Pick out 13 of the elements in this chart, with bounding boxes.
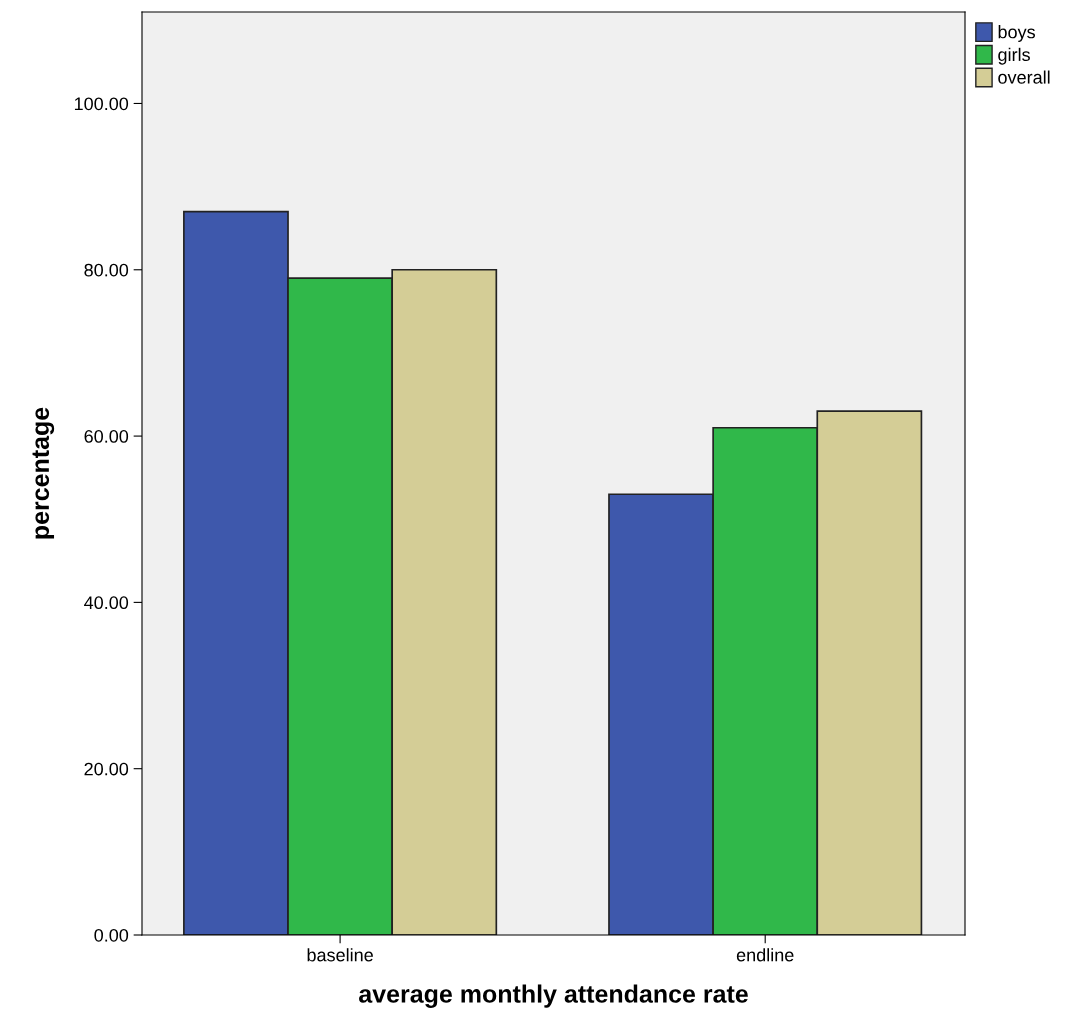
- y-axis-title: percentage: [32, 407, 55, 539]
- y-tick-label: 40.00: [84, 596, 129, 610]
- legend-label: girls: [998, 47, 1030, 65]
- x-tick-label: endline: [736, 948, 794, 962]
- y-tick-label: 80.00: [84, 263, 129, 277]
- y-tick-label: 20.00: [84, 762, 129, 776]
- x-tick-label: baseline: [307, 948, 373, 962]
- y-tick-label: 60.00: [84, 430, 129, 443]
- y-tick-label: 0.00: [94, 928, 129, 942]
- legend-label: boys: [998, 25, 1035, 42]
- x-axis-title: average monthly attendance rate: [359, 984, 748, 1008]
- legend-label: overall: [998, 70, 1050, 84]
- y-tick-label: 100.00: [74, 97, 129, 111]
